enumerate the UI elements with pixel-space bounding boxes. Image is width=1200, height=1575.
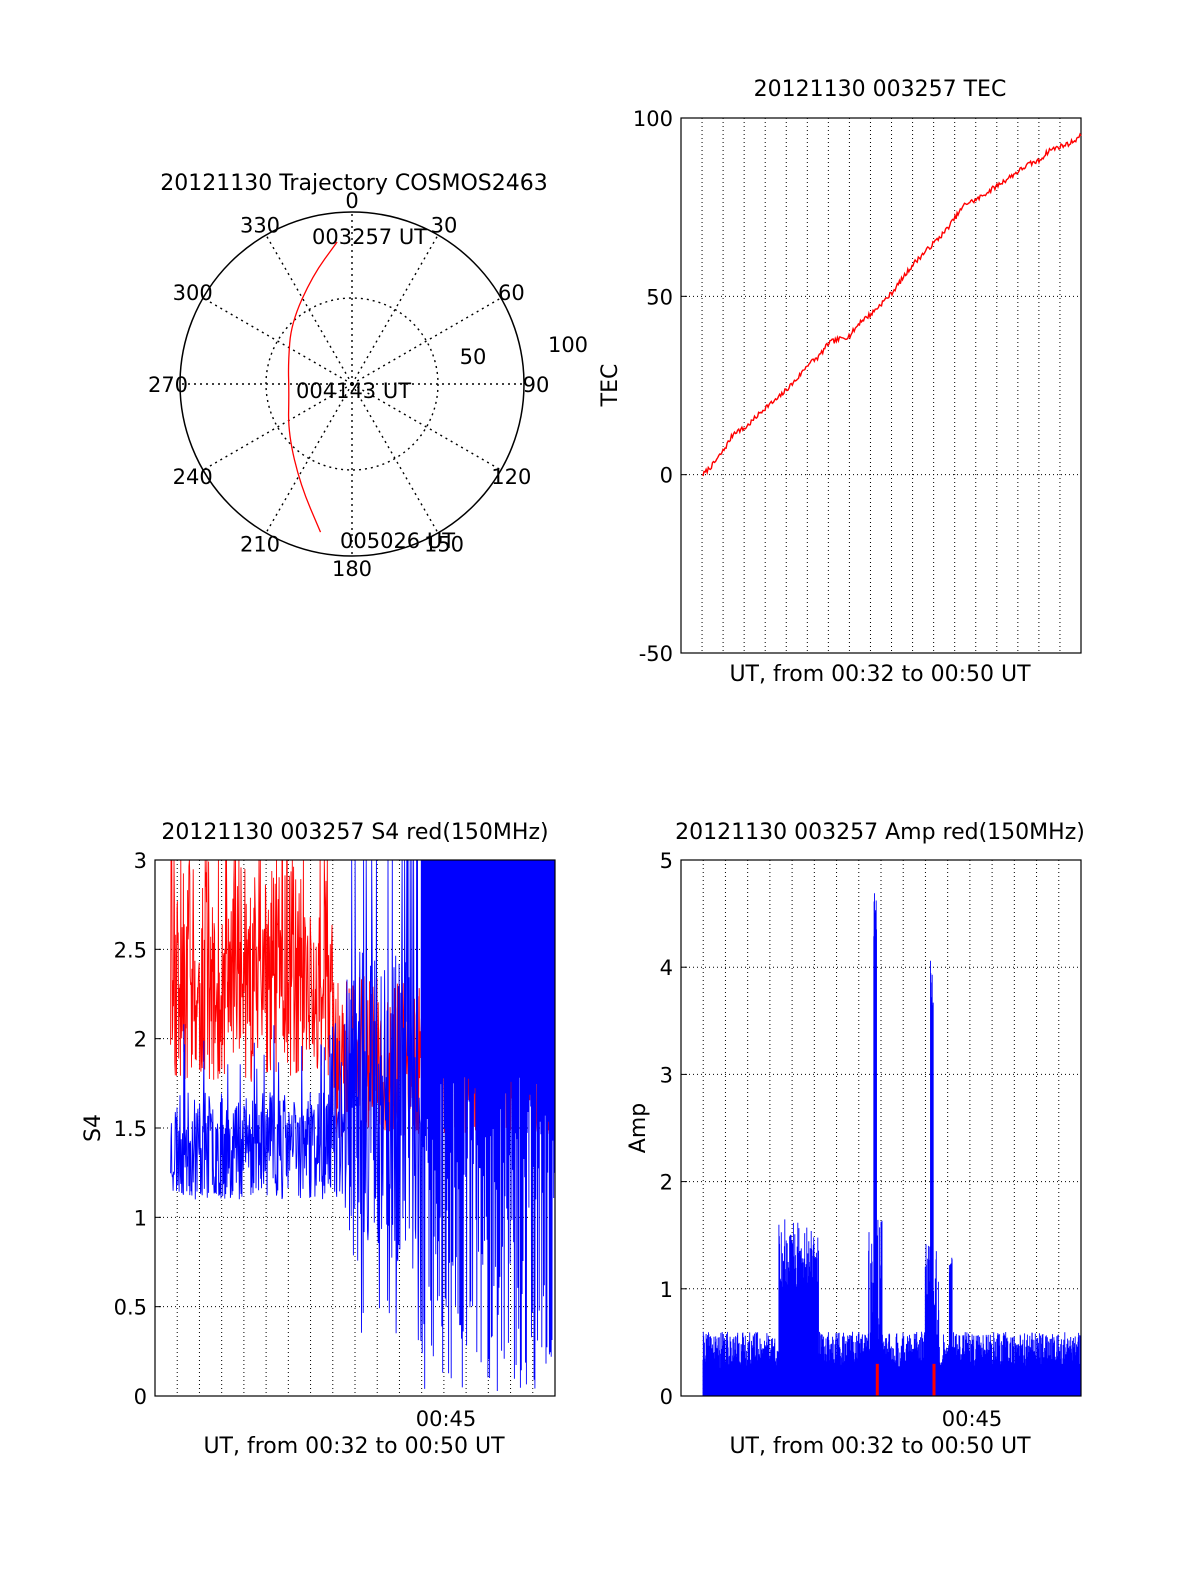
- polar-azimuth-label: 30: [431, 214, 458, 238]
- y-tick-label: -50: [639, 642, 673, 666]
- polar-azimuth-label: 270: [148, 373, 188, 397]
- amp-grid: [681, 860, 1081, 1396]
- amp-title: 20121130 003257 Amp red(150MHz): [675, 820, 1085, 845]
- tec-y-tick-labels: 100 50 0 -50: [633, 107, 687, 666]
- amp-plot-frame: [680, 859, 1082, 1397]
- s4-chart: 20121130 003257 S4 red(150MHz) 3 2.5 2 1.5 1…: [81, 820, 556, 1459]
- polar-grid-spoke: [351, 383, 439, 534]
- polar-azimuth-label: 180: [332, 557, 372, 581]
- s4-x-tick-label: 00:45: [416, 1407, 477, 1431]
- y-tick-label: 3: [660, 1063, 673, 1087]
- tec-y-axis-label: TEC: [598, 364, 623, 408]
- y-tick-label: 2.5: [114, 938, 147, 962]
- y-tick-label: 1: [660, 1278, 673, 1302]
- polar-azimuth-label: 60: [498, 281, 525, 305]
- y-tick-label: 0: [134, 1385, 147, 1409]
- s4-title: 20121130 003257 S4 red(150MHz): [161, 820, 548, 845]
- y-tick-label: 5: [660, 849, 673, 873]
- s4-x-axis-label: UT, from 00:32 to 00:50 UT: [203, 1434, 505, 1459]
- y-tick-label: 0: [660, 464, 673, 488]
- polar-annotation-end: 005026 UT: [340, 529, 455, 553]
- polar-grid-spoke: [351, 234, 439, 385]
- y-tick-label: 4: [660, 956, 673, 980]
- tec-plot-frame: [680, 117, 1082, 654]
- polar-track-line: [287, 241, 338, 533]
- polar-title: 20121130 Trajectory COSMOS2463: [160, 171, 547, 196]
- polar-azimuth-label: 330: [240, 214, 280, 238]
- polar-annotation-mid: 004143 UT: [296, 379, 411, 403]
- polar-azimuth-label: 120: [491, 465, 531, 489]
- y-tick-label: 2: [660, 1171, 673, 1195]
- polar-outer-circle: [179, 211, 525, 557]
- polar-grid-spoke: [351, 383, 502, 471]
- polar-azimuth-label: 150: [424, 532, 464, 556]
- polar-grid-spoke: [202, 383, 353, 471]
- polar-grid-spoke: [265, 383, 353, 534]
- polar-azimuth-labels: 0 30 60 90 120 150 180 210 240 270 300 330: [148, 189, 549, 581]
- amp-blue-series: [702, 893, 1082, 1396]
- tec-x-axis-label: UT, from 00:32 to 00:50 UT: [729, 662, 1031, 687]
- polar-grid: [180, 212, 524, 556]
- polar-grid-spoke: [202, 297, 353, 385]
- tec-chart: 20121130 003257 TEC 100 50 0 -50 TEC UT, fr…: [598, 77, 1082, 687]
- amp-y-axis-label: Amp: [626, 1103, 651, 1153]
- amp-x-tick-label: 00:45: [942, 1407, 1003, 1431]
- polar-grid-spoke: [265, 234, 353, 385]
- y-tick-label: 1: [134, 1206, 147, 1230]
- s4-plot-frame: [154, 859, 556, 1397]
- polar-azimuth-label: 0: [345, 189, 358, 213]
- polar-azimuth-label: 240: [173, 465, 213, 489]
- y-tick-label: 100: [633, 107, 673, 131]
- tec-grid: [681, 118, 1081, 653]
- s4-y-tick-labels: 3 2.5 2 1.5 1 0.5 0: [114, 849, 161, 1409]
- y-tick-label: 1.5: [114, 1117, 147, 1141]
- tec-title: 20121130 003257 TEC: [754, 77, 1007, 102]
- tec-series-line: [702, 132, 1082, 477]
- y-tick-label: 50: [646, 285, 673, 309]
- amp-red-series: [875, 1363, 936, 1396]
- y-tick-label: 3: [134, 849, 147, 873]
- s4-y-axis-label: S4: [81, 1114, 106, 1142]
- polar-grid-spoke: [351, 297, 502, 385]
- polar-azimuth-label: 90: [523, 373, 550, 397]
- amp-x-axis-label: UT, from 00:32 to 00:50 UT: [729, 1434, 1031, 1459]
- trajectory-polar-chart: 20121130 Trajectory COSMOS2463 0 30 60 90 12…: [148, 171, 588, 581]
- polar-azimuth-label: 300: [173, 281, 213, 305]
- polar-radial-label-50: 50: [460, 345, 487, 369]
- y-tick-label: 0: [660, 1385, 673, 1409]
- polar-azimuth-label: 210: [240, 532, 280, 556]
- amp-chart: 20121130 003257 Amp red(150MHz) 5 4 3 2 1 0 A…: [626, 820, 1085, 1459]
- y-tick-label: 2: [134, 1028, 147, 1052]
- polar-radial-label-100: 100: [548, 333, 588, 357]
- y-tick-label: 0.5: [114, 1296, 147, 1320]
- polar-annotation-start: 003257 UT: [312, 225, 427, 249]
- amp-y-tick-labels: 5 4 3 2 1 0: [660, 849, 687, 1409]
